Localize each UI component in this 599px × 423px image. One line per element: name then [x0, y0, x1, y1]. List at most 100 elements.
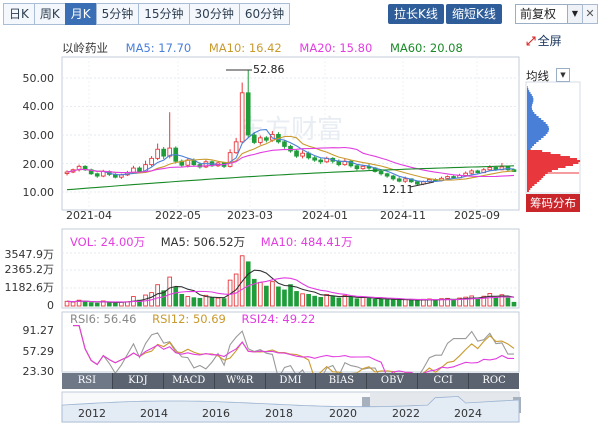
candle-body — [445, 176, 450, 179]
date-tick: 2021-04 — [66, 209, 112, 222]
chip-bar — [527, 128, 549, 130]
volume-bar — [197, 297, 203, 307]
chip-bar — [527, 154, 561, 156]
volume-bar — [155, 284, 160, 307]
timeline-year: 2012 — [78, 407, 106, 420]
volume-bar — [439, 298, 444, 307]
period-tab-60min[interactable]: 60分钟 — [238, 3, 291, 25]
tab-bias[interactable]: BIAS — [316, 373, 368, 389]
chip-bar — [527, 96, 533, 98]
volume-bar — [185, 296, 191, 307]
high-annotation: 52.86 — [226, 63, 285, 76]
volume-bar — [251, 278, 257, 307]
date-tick: 2025-09 — [454, 209, 500, 222]
close-icon[interactable]: ✕ — [582, 4, 598, 24]
volume-bar — [354, 298, 360, 307]
volume-bar — [100, 300, 106, 307]
period-tab-weekly[interactable]: 周K — [33, 3, 66, 25]
candle-body — [390, 175, 396, 180]
volume-bar — [276, 286, 281, 307]
volume-bar — [384, 299, 390, 307]
low-annotation: 12.11 — [382, 181, 435, 196]
candle-body — [233, 141, 239, 154]
volume-bar — [94, 302, 100, 307]
chip-bar — [527, 170, 552, 172]
volume-bar — [312, 295, 317, 307]
volume-bar — [463, 296, 468, 307]
volume-bar — [511, 301, 517, 307]
chip-bar — [527, 186, 533, 188]
chip-bar — [527, 138, 542, 140]
volume-ma10-line — [66, 277, 515, 303]
volume-bar — [113, 302, 118, 307]
chip-bar — [527, 174, 546, 176]
chip-bar — [527, 156, 570, 158]
tab-macd[interactable]: MACD — [164, 373, 215, 389]
period-tab-monthly[interactable]: 月K — [64, 3, 97, 25]
timeline-left-handle[interactable] — [362, 397, 370, 413]
price-tick: 10.00 — [23, 186, 55, 199]
chip-bar — [527, 100, 534, 102]
shorten-candles-button[interactable]: 缩短K线 — [446, 4, 502, 24]
ma10-line — [66, 135, 515, 181]
volume-bar — [257, 281, 263, 307]
chip-bar — [527, 164, 573, 166]
low-label: 12.11 — [382, 183, 414, 196]
tab-dmi[interactable]: DMI — [266, 373, 317, 389]
chip-bar — [527, 90, 530, 92]
period-tab-15min[interactable]: 15分钟 — [138, 3, 190, 25]
chevron-down-icon: ▼ — [567, 5, 582, 23]
candle-body — [378, 171, 384, 175]
tab-obv[interactable]: OBV — [367, 373, 419, 389]
chip-bar — [527, 108, 532, 110]
rsi12-value: RSI12: 50.69 — [152, 312, 226, 326]
volume-bar — [106, 301, 112, 307]
volume-bar — [433, 300, 438, 307]
rsi6-value: RSI6: 56.46 — [70, 312, 137, 326]
period-tab-30min[interactable]: 30分钟 — [188, 3, 240, 25]
ma20-line — [66, 146, 515, 178]
chip-bar — [527, 184, 535, 186]
chip-dropdown[interactable]: ▼ — [556, 68, 570, 82]
chip-bar — [527, 106, 532, 108]
volume-tick: 3547.9万 — [5, 248, 55, 261]
ma60-value: MA60: 20.08 — [389, 41, 463, 55]
volume-bar — [270, 281, 275, 307]
chip-bar — [527, 134, 546, 136]
ma10-value: MA10: 16.42 — [208, 41, 282, 55]
tab-rsi[interactable]: RSI — [62, 373, 113, 389]
tab-kdj[interactable]: KDJ — [113, 373, 164, 389]
volume-axis: 3547.9万 2365.2万 1182.6万 0 — [5, 248, 55, 312]
volume-bar — [469, 295, 475, 307]
chip-bar — [527, 88, 529, 90]
volume-bar — [342, 294, 348, 307]
adjust-select[interactable]: 前复权 ▼ — [515, 4, 583, 24]
volume-bar — [324, 293, 330, 307]
chip-bar — [527, 144, 535, 146]
tab-roc[interactable]: ROC — [482, 375, 506, 386]
chip-bar — [527, 162, 579, 164]
timeline-year: 2020 — [329, 407, 357, 420]
rsi-axis: 91.27 57.29 23.30 — [23, 324, 55, 378]
fullscreen-label: 全屏 — [537, 34, 562, 48]
ma60-line — [66, 165, 515, 191]
chip-bar — [527, 102, 533, 104]
chip-bar — [527, 130, 549, 132]
candle-body — [312, 157, 317, 161]
fullscreen-icon: ⤢ — [526, 34, 536, 48]
chip-bar — [527, 152, 551, 154]
volume-bar — [306, 293, 311, 307]
candle-body — [451, 176, 456, 179]
fullscreen-button[interactable]: ⤢ 全屏 — [526, 32, 562, 49]
lengthen-candles-button[interactable]: 拉长K线 — [388, 4, 444, 24]
volume-tick: 2365.2万 — [5, 263, 55, 276]
volume-bar — [179, 293, 185, 307]
candle-body — [318, 159, 324, 163]
tab-wr[interactable]: W%R — [215, 373, 266, 389]
volume-bar — [264, 285, 269, 307]
chip-distribution-button[interactable]: 筹码分布 — [526, 194, 580, 212]
volume-bar — [64, 300, 70, 307]
period-tab-5min[interactable]: 5分钟 — [95, 3, 140, 25]
tab-cci[interactable]: CCI — [418, 373, 470, 389]
vol-ma5-value: MA5: 506.52万 — [160, 235, 246, 249]
